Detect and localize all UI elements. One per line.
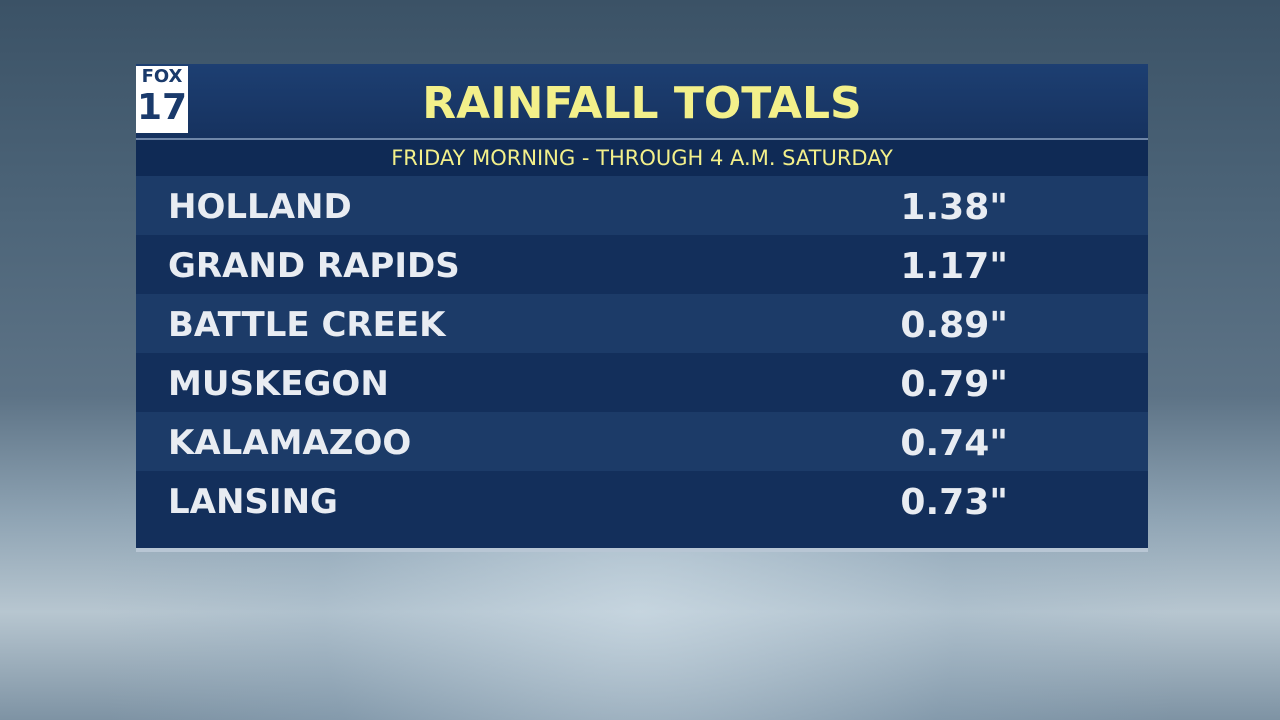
table-row: BATTLE CREEK 0.89" [136, 294, 1148, 353]
city-name: LANSING [168, 482, 338, 522]
rainfall-total: 0.79" [900, 364, 1008, 405]
subtitle: FRIDAY MORNING - THROUGH 4 A.M. SATURDAY [136, 140, 1148, 176]
city-name: GRAND RAPIDS [168, 246, 460, 286]
city-name: HOLLAND [168, 187, 352, 227]
rainfall-total: 1.38" [900, 187, 1008, 228]
city-name: KALAMAZOO [168, 423, 412, 463]
table-row: MUSKEGON 0.79" [136, 353, 1148, 412]
rainfall-total: 0.74" [900, 423, 1008, 464]
table-row: HOLLAND 1.38" [136, 176, 1148, 235]
footer-bar [136, 530, 1148, 552]
table-row: KALAMAZOO 0.74" [136, 412, 1148, 471]
rainfall-total: 0.73" [900, 482, 1008, 523]
title: RAINFALL TOTALS [422, 78, 862, 129]
table-row: GRAND RAPIDS 1.17" [136, 235, 1148, 294]
rainfall-total: 1.17" [900, 246, 1008, 287]
logo-text: FOX [141, 66, 183, 87]
city-name: BATTLE CREEK [168, 305, 446, 345]
logo: FOX 17 [136, 66, 188, 133]
graphic-panel: RAINFALL TOTALS FOX 17 FRIDAY MORNING - … [136, 64, 1148, 552]
rainfall-total: 0.89" [900, 305, 1008, 346]
table-row: LANSING 0.73" [136, 471, 1148, 530]
header-bar: RAINFALL TOTALS FOX 17 [136, 64, 1148, 140]
city-name: MUSKEGON [168, 364, 389, 404]
logo-number: 17 [136, 87, 188, 128]
table: HOLLAND 1.38" GRAND RAPIDS 1.17" BATTLE CREE… [136, 176, 1148, 530]
